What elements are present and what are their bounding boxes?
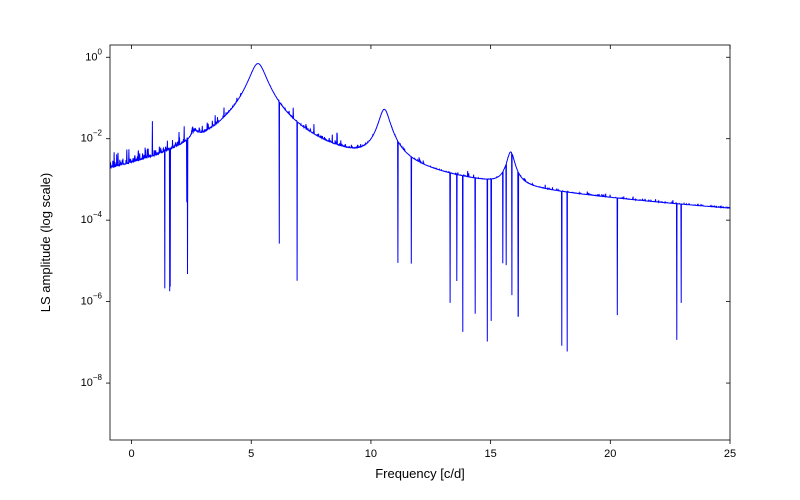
x-tick-label: 10: [365, 448, 377, 460]
axes-frame: [110, 45, 730, 440]
y-tick-label: 10−8: [81, 373, 103, 389]
y-tick-label: 100: [85, 47, 102, 63]
spectrum-line: [110, 64, 730, 352]
y-tick-label: 10−6: [81, 292, 103, 308]
x-tick-label: 0: [128, 448, 134, 460]
x-tick-label: 15: [484, 448, 496, 460]
y-tick-label: 10−4: [81, 210, 103, 226]
x-tick-label: 5: [248, 448, 254, 460]
x-axis-label: Frequency [c/d]: [375, 466, 465, 481]
y-tick-label: 10−2: [81, 129, 103, 145]
y-axis-label: LS amplitude (log scale): [38, 173, 53, 312]
periodogram-chart: 0 5 10 15 20 25 10−8 10−6 10−4 10−2 100 Frequency …: [0, 0, 800, 500]
x-tick-label: 25: [724, 448, 736, 460]
x-tick-label: 20: [604, 448, 616, 460]
